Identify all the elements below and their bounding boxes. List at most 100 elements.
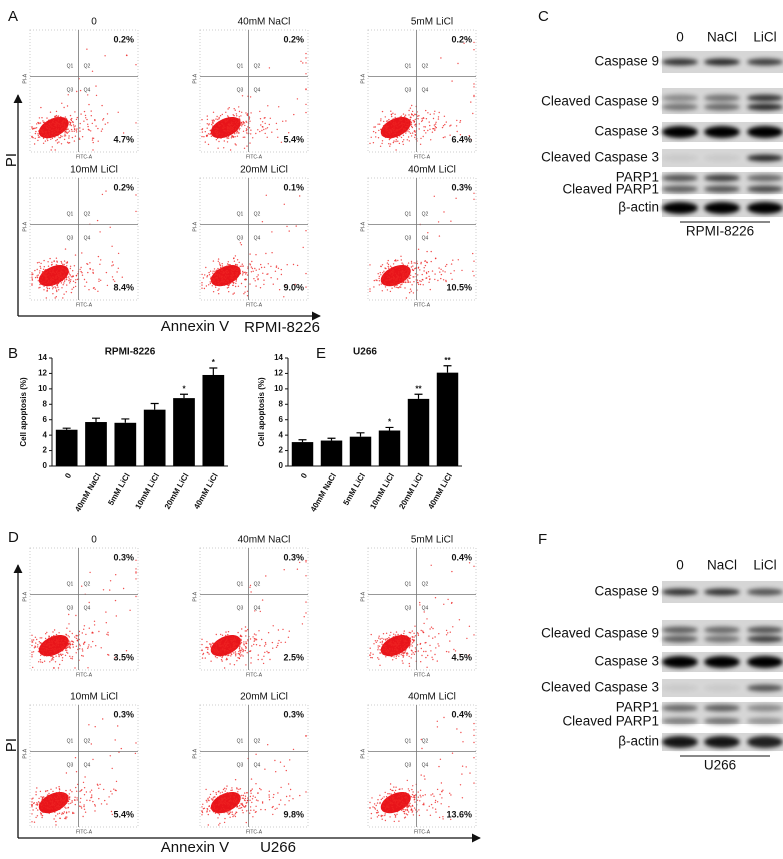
protein-label: β-actin	[618, 734, 659, 749]
event-dot	[236, 279, 237, 280]
event-dot	[214, 807, 215, 808]
event-dot	[221, 808, 222, 809]
protein-label: Cleaved PARP1	[562, 714, 659, 729]
event-dot	[224, 797, 225, 798]
event-dot	[410, 119, 411, 120]
event-dot	[70, 266, 71, 267]
event-dot	[408, 811, 409, 812]
event-dot	[31, 806, 32, 807]
protein-label: Caspase 9	[594, 584, 659, 599]
event-dot	[455, 650, 456, 651]
event-dot	[92, 139, 93, 140]
event-dot	[242, 272, 243, 273]
event-dot	[239, 797, 240, 798]
event-dot	[48, 635, 49, 636]
channel-label: PI-A	[192, 221, 198, 231]
event-dot	[55, 800, 56, 801]
event-dot	[56, 133, 57, 134]
event-dot	[221, 270, 222, 271]
event-dot	[247, 629, 248, 630]
event-dot	[413, 797, 414, 798]
event-dot	[51, 280, 52, 281]
event-dot	[76, 275, 77, 276]
event-dot	[393, 127, 394, 128]
event-dot	[412, 811, 413, 812]
event-dot	[129, 610, 130, 611]
y-axis-label: Cell apoptosis (%)	[19, 377, 28, 447]
event-dot	[231, 121, 232, 122]
event-dot	[217, 281, 218, 282]
event-dot	[71, 292, 72, 293]
event-dot	[377, 816, 378, 817]
event-dot	[43, 137, 44, 138]
event-dot	[392, 808, 393, 809]
event-dot	[216, 634, 217, 635]
event-dot	[448, 806, 449, 807]
event-dot	[49, 123, 50, 124]
event-dot	[425, 260, 426, 261]
event-dot	[402, 794, 403, 795]
event-dot	[277, 643, 278, 644]
event-dot	[232, 285, 233, 286]
event-dot	[238, 651, 239, 652]
event-dot	[49, 661, 50, 662]
event-dot	[422, 274, 423, 275]
quadrant-label: Q2	[422, 212, 429, 218]
event-dot	[221, 269, 222, 270]
event-dot	[75, 804, 76, 805]
event-dot	[225, 641, 226, 642]
event-dot	[451, 571, 452, 572]
event-dot	[407, 267, 408, 268]
event-dot	[402, 660, 403, 661]
quadrant-label: Q3	[67, 763, 74, 769]
event-dot	[410, 117, 411, 118]
event-dot	[415, 273, 416, 274]
y-tick-label: 6	[43, 415, 48, 424]
event-dot	[58, 632, 59, 633]
event-dot	[256, 276, 257, 277]
event-dot	[205, 789, 206, 790]
event-dot	[386, 272, 387, 273]
event-dot	[208, 284, 209, 285]
event-dot	[273, 794, 274, 795]
event-dot	[394, 286, 395, 287]
event-dot	[203, 277, 204, 278]
event-dot	[249, 117, 250, 118]
event-dot	[235, 143, 236, 144]
event-dot	[250, 810, 251, 811]
event-dot	[281, 274, 282, 275]
event-dot	[215, 656, 216, 657]
event-dot	[245, 279, 246, 280]
blot-band	[747, 705, 783, 712]
event-dot	[412, 785, 413, 786]
event-dot	[105, 611, 106, 612]
event-dot	[390, 143, 391, 144]
event-dot	[414, 114, 415, 115]
event-dot	[404, 124, 405, 125]
event-dot	[233, 267, 234, 268]
event-dot	[401, 127, 402, 128]
event-dot	[226, 639, 227, 640]
event-dot	[418, 115, 419, 116]
event-dot	[395, 649, 396, 650]
event-dot	[91, 743, 92, 744]
event-dot	[232, 811, 233, 812]
event-dot	[47, 278, 48, 279]
event-dot	[242, 805, 243, 806]
event-dot	[224, 130, 225, 131]
event-dot	[431, 565, 432, 566]
event-dot	[48, 799, 49, 800]
event-dot	[101, 803, 102, 804]
event-dot	[103, 789, 104, 790]
event-dot	[35, 277, 36, 278]
event-dot	[230, 282, 231, 283]
event-dot	[92, 641, 93, 642]
event-dot	[223, 794, 224, 795]
event-dot	[59, 788, 60, 789]
event-dot	[71, 118, 72, 119]
event-dot	[244, 272, 245, 273]
event-dot	[236, 787, 237, 788]
event-dot	[381, 638, 382, 639]
quadrant-label: Q1	[237, 582, 244, 588]
event-dot	[398, 656, 399, 657]
